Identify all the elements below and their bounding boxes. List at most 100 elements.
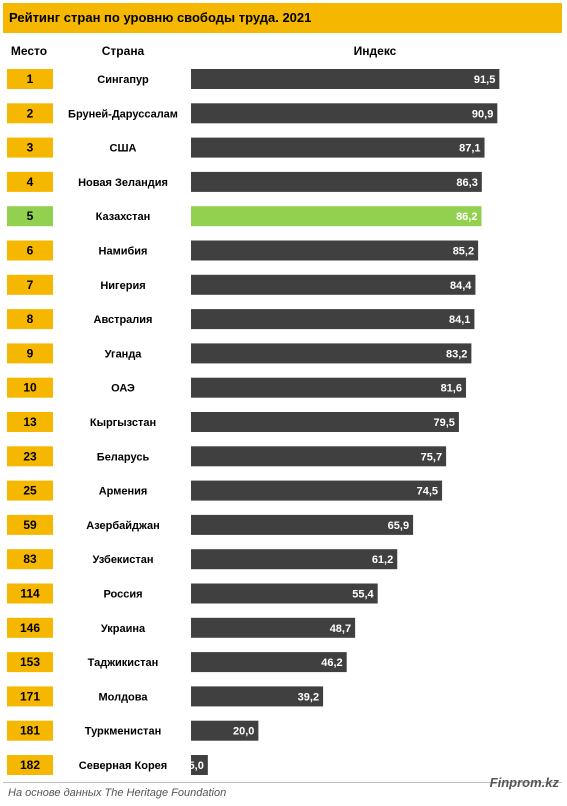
rank-label: 181: [20, 724, 40, 738]
bar: [191, 309, 475, 330]
country-label: США: [110, 143, 137, 155]
data-label: 86,2: [456, 211, 477, 223]
country-label: Северная Корея: [79, 760, 167, 772]
rank-label: 9: [27, 346, 34, 360]
bar: [191, 412, 459, 432]
bar: [191, 343, 472, 364]
country-label: Узбекистан: [93, 554, 154, 566]
rank-cell: [7, 377, 53, 398]
data-label: 85,2: [453, 246, 474, 258]
rank-label: 25: [23, 484, 37, 498]
country-label: Азербайджан: [86, 520, 159, 532]
rank-label: 146: [20, 621, 40, 635]
header-country: Страна: [102, 44, 145, 58]
bar: [191, 206, 482, 227]
rank-cell: [7, 686, 53, 707]
data-label: 74,5: [417, 486, 438, 498]
country-label: Намибия: [99, 246, 148, 258]
bar: [191, 686, 324, 707]
rank-cell: [7, 206, 53, 227]
rank-label: 153: [20, 655, 40, 669]
rank-label: 2: [27, 106, 34, 120]
rank-cell: [7, 274, 53, 295]
country-label: Австралия: [94, 314, 153, 326]
data-label: 55,4: [352, 589, 374, 601]
data-label: 48,7: [330, 623, 351, 635]
data-label: 87,1: [459, 143, 480, 155]
bar: [191, 755, 208, 775]
rank-label: 171: [20, 689, 40, 703]
chart-rows: 1 Сингапур 91,5 2 Бруней-Даруссалам 90,9 3 США 8…: [7, 69, 500, 775]
rank-cell: [7, 240, 53, 261]
rank-cell: [7, 412, 53, 432]
rank-label: 10: [23, 381, 37, 395]
rank-label: 59: [23, 518, 37, 532]
rank-label: 3: [27, 141, 34, 155]
bar: [191, 514, 414, 535]
data-label: 84,4: [450, 280, 472, 292]
bar: [191, 377, 466, 398]
country-label: Казахстан: [96, 211, 151, 223]
country-label: Бруней-Даруссалам: [68, 108, 178, 120]
data-label: 5,0: [189, 760, 204, 772]
source-note: На основе данных The Heritage Foundation: [8, 787, 227, 799]
rank-cell: [7, 652, 53, 673]
rank-label: 13: [23, 415, 37, 429]
country-label: Новая Зеландия: [78, 177, 168, 189]
data-label: 61,2: [372, 554, 393, 566]
data-label: 65,9: [388, 520, 409, 532]
country-label: Армения: [99, 486, 148, 498]
bar: [191, 480, 443, 501]
bar: [191, 549, 398, 570]
country-label: Беларусь: [97, 451, 150, 463]
chart-canvas: Место Страна Индекс 1 Сингапур 91,5 2 Бруней…: [7, 44, 500, 775]
rank-cell: [7, 137, 53, 158]
rank-cell: [7, 617, 53, 638]
data-label: 90,9: [472, 108, 493, 120]
bar: [191, 720, 259, 741]
bar: [191, 583, 378, 604]
data-label: 46,2: [321, 657, 342, 669]
rank-label: 83: [23, 552, 37, 566]
rank-cell: [7, 446, 53, 467]
rank-cell: [7, 69, 53, 89]
bar: [191, 137, 485, 158]
data-label: 81,6: [441, 383, 462, 395]
country-label: Нигерия: [100, 280, 145, 292]
country-label: Уганда: [105, 348, 143, 360]
rank-label: 114: [20, 587, 40, 601]
rank-label: 23: [23, 449, 37, 463]
country-label: Молдова: [98, 691, 148, 703]
country-label: Сингапур: [97, 74, 149, 86]
data-label: 83,2: [446, 348, 467, 360]
country-label: ОАЭ: [111, 383, 135, 395]
bar: [191, 652, 347, 673]
rank-cell: [7, 549, 53, 570]
rank-cell: [7, 720, 53, 741]
rank-label: 5: [27, 209, 34, 223]
country-label: Кыргызстан: [90, 417, 156, 429]
watermark: Finprom.kz: [489, 775, 559, 790]
rank-label: 7: [27, 278, 34, 292]
rank-cell: [7, 755, 53, 775]
data-label: 91,5: [474, 74, 495, 86]
bar: [191, 446, 447, 467]
bar: [191, 617, 356, 638]
rank-cell: [7, 171, 53, 192]
divider: [3, 782, 562, 783]
country-label: Украина: [101, 623, 146, 635]
rank-cell: [7, 583, 53, 604]
data-label: 86,3: [456, 177, 477, 189]
bar: [191, 240, 479, 261]
data-label: 39,2: [298, 691, 319, 703]
rank-cell: [7, 343, 53, 364]
chart-title: Рейтинг стран по уровню свободы труда. 2…: [3, 3, 562, 33]
bar: [191, 171, 482, 192]
country-label: Таджикистан: [88, 657, 159, 669]
rank-label: 6: [27, 244, 34, 258]
rank-cell: [7, 514, 53, 535]
rank-label: 8: [27, 312, 34, 326]
data-label: 75,7: [421, 451, 442, 463]
data-label: 79,5: [433, 417, 454, 429]
bar: [191, 103, 498, 124]
